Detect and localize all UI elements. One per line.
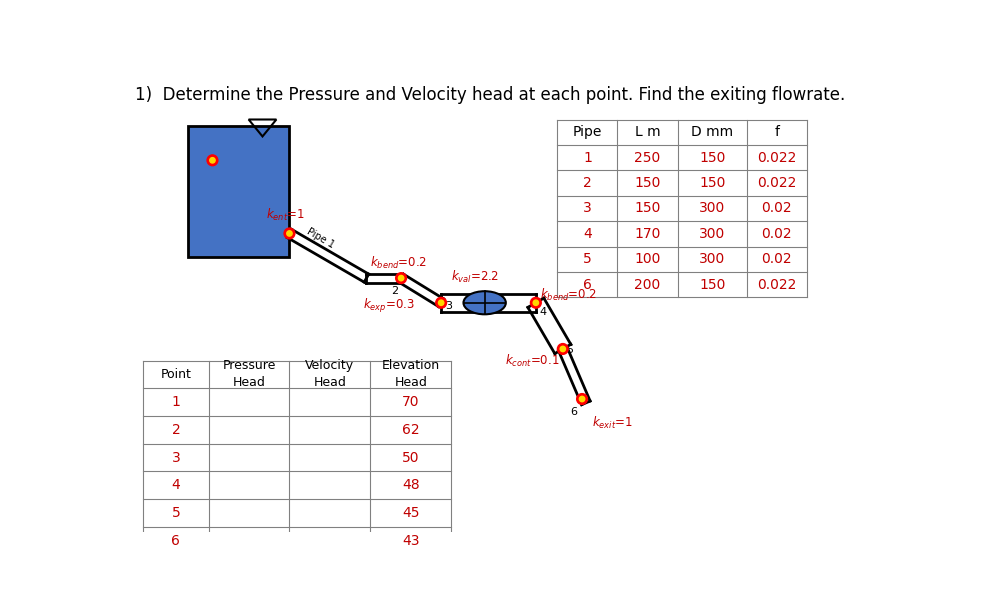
Text: 3: 3 bbox=[445, 301, 452, 311]
Circle shape bbox=[284, 228, 295, 239]
Circle shape bbox=[579, 396, 585, 402]
Text: $k_{bend}$=0.2: $k_{bend}$=0.2 bbox=[371, 255, 427, 271]
Text: Pipe 1: Pipe 1 bbox=[305, 226, 336, 249]
Ellipse shape bbox=[464, 291, 506, 315]
Text: $k_{bend}$=0.2: $k_{bend}$=0.2 bbox=[540, 288, 596, 303]
Text: 200: 200 bbox=[634, 277, 660, 292]
Text: 2: 2 bbox=[171, 423, 180, 437]
Text: 43: 43 bbox=[402, 533, 420, 548]
Text: 50: 50 bbox=[402, 450, 420, 465]
Text: 3: 3 bbox=[583, 202, 592, 215]
Text: 150: 150 bbox=[699, 176, 725, 190]
Circle shape bbox=[577, 393, 587, 404]
Text: 3: 3 bbox=[171, 450, 180, 465]
Text: Elevation
Head: Elevation Head bbox=[382, 359, 440, 389]
Text: 5: 5 bbox=[583, 252, 592, 266]
Bar bbox=[187, 126, 290, 257]
Text: 0.02: 0.02 bbox=[762, 202, 793, 215]
Text: $k_{ent}$=1: $k_{ent}$=1 bbox=[267, 206, 306, 222]
Text: 300: 300 bbox=[699, 227, 725, 241]
Text: 100: 100 bbox=[634, 252, 660, 266]
Text: $k_{exp}$=0.3: $k_{exp}$=0.3 bbox=[363, 297, 415, 315]
Text: $k_{exit}$=1: $k_{exit}$=1 bbox=[592, 414, 633, 431]
Text: 4: 4 bbox=[583, 227, 592, 241]
Text: 4: 4 bbox=[540, 307, 547, 316]
Circle shape bbox=[399, 276, 404, 281]
Text: 300: 300 bbox=[699, 252, 725, 266]
Circle shape bbox=[530, 297, 541, 308]
Text: 1: 1 bbox=[583, 151, 592, 164]
Text: 150: 150 bbox=[699, 151, 725, 164]
Text: 5: 5 bbox=[171, 506, 180, 520]
Text: 150: 150 bbox=[634, 176, 660, 190]
Text: Point: Point bbox=[160, 368, 191, 381]
Text: 0.02: 0.02 bbox=[762, 227, 793, 241]
Text: f: f bbox=[775, 125, 780, 139]
Text: Velocity
Head: Velocity Head bbox=[306, 359, 355, 389]
Circle shape bbox=[209, 158, 215, 163]
Text: $k_{val}$=2.2: $k_{val}$=2.2 bbox=[451, 269, 499, 285]
Text: Pressure
Head: Pressure Head bbox=[222, 359, 276, 389]
Circle shape bbox=[396, 273, 407, 283]
Circle shape bbox=[439, 300, 444, 306]
Text: 0.022: 0.022 bbox=[758, 176, 797, 190]
Text: 5: 5 bbox=[567, 345, 574, 355]
Text: 6: 6 bbox=[583, 277, 592, 292]
Text: 4: 4 bbox=[171, 478, 180, 492]
Text: 1: 1 bbox=[171, 395, 180, 409]
Circle shape bbox=[533, 300, 538, 306]
Circle shape bbox=[287, 231, 293, 236]
Text: 300: 300 bbox=[699, 202, 725, 215]
Text: D mm: D mm bbox=[691, 125, 733, 139]
Text: 1)  Determine the Pressure and Velocity head at each point. Find the exiting flo: 1) Determine the Pressure and Velocity h… bbox=[135, 86, 846, 103]
Circle shape bbox=[560, 346, 565, 352]
Text: 0.022: 0.022 bbox=[758, 277, 797, 292]
Text: 2: 2 bbox=[392, 286, 399, 296]
Text: 250: 250 bbox=[634, 151, 660, 164]
Text: 170: 170 bbox=[634, 227, 660, 241]
Text: L m: L m bbox=[634, 125, 660, 139]
Text: Pipe: Pipe bbox=[573, 125, 602, 139]
Circle shape bbox=[557, 344, 568, 355]
Text: 0.02: 0.02 bbox=[762, 252, 793, 266]
Text: 150: 150 bbox=[699, 277, 725, 292]
Text: 6: 6 bbox=[570, 407, 577, 417]
Text: 150: 150 bbox=[634, 202, 660, 215]
Circle shape bbox=[436, 297, 447, 308]
Text: 0.022: 0.022 bbox=[758, 151, 797, 164]
Circle shape bbox=[207, 155, 217, 166]
Text: 45: 45 bbox=[402, 506, 420, 520]
Text: 48: 48 bbox=[402, 478, 420, 492]
Text: 62: 62 bbox=[402, 423, 420, 437]
Text: 2: 2 bbox=[583, 176, 592, 190]
Text: $k_{cont}$=0.1: $k_{cont}$=0.1 bbox=[505, 353, 560, 369]
Text: 6: 6 bbox=[171, 533, 180, 548]
Text: 70: 70 bbox=[402, 395, 420, 409]
